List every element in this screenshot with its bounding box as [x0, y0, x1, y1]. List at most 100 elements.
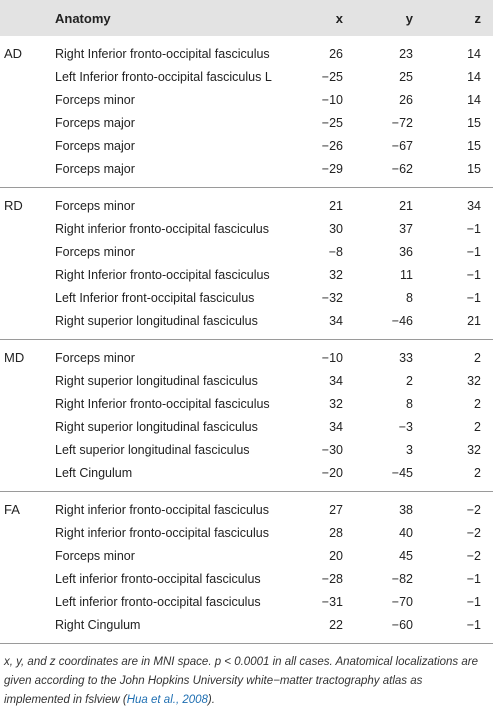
- table-row: RD Forceps minor 21 21 34: [0, 188, 493, 218]
- table-row: Right superior longitudinal fasciculus 34…: [0, 369, 493, 392]
- anatomy-cell: Left inferior fronto-occipital fasciculu…: [55, 594, 261, 609]
- z-cell: 15: [467, 138, 481, 153]
- x-cell: 28: [329, 525, 343, 540]
- group-label: [0, 286, 45, 309]
- anatomy-cell: Forceps major: [55, 138, 135, 153]
- group-label: [0, 263, 45, 286]
- y-cell: −45: [391, 465, 413, 480]
- group-label: [0, 240, 45, 263]
- anatomy-cell: Forceps minor: [55, 548, 135, 563]
- y-cell: 36: [399, 244, 413, 259]
- anatomy-cell: Right Inferior fronto-occipital fascicul…: [55, 267, 270, 282]
- x-cell: 20: [329, 548, 343, 563]
- anatomy-cell: Forceps minor: [55, 92, 135, 107]
- y-cell: 8: [406, 290, 413, 305]
- z-cell: −1: [466, 244, 481, 259]
- group-label: [0, 157, 45, 188]
- anatomy-cell: Forceps major: [55, 161, 135, 176]
- x-cell: −32: [321, 290, 343, 305]
- z-cell: −1: [466, 617, 481, 632]
- footnote-text-end: ).: [207, 694, 215, 706]
- group-block-ad: AD Right Inferior fronto-occipital fascic…: [0, 36, 493, 188]
- x-cell: 27: [329, 502, 343, 517]
- z-cell: 32: [467, 442, 481, 457]
- group-label: [0, 461, 45, 492]
- group-label: [0, 590, 45, 613]
- group-label: [0, 544, 45, 567]
- anatomy-cell: Right inferior fronto-occipital fascicul…: [55, 502, 269, 517]
- footnote-text: x, y, and z coordinates are in MNI space…: [4, 656, 478, 706]
- z-cell: 15: [467, 115, 481, 130]
- table-row: Left inferior fronto-occipital fasciculu…: [0, 590, 493, 613]
- x-cell: 34: [329, 373, 343, 388]
- y-cell: −72: [391, 115, 413, 130]
- table-row: Right Inferior fronto-occipital fascicul…: [0, 392, 493, 415]
- x-cell: 34: [329, 313, 343, 328]
- y-cell: 8: [406, 396, 413, 411]
- x-cell: 21: [329, 198, 343, 213]
- group-label: [0, 134, 45, 157]
- x-cell: −10: [321, 350, 343, 365]
- table-row: FA Right inferior fronto-occipital fascic…: [0, 492, 493, 522]
- group-block-md: MD Forceps minor −10 33 2 Right superior long…: [0, 340, 493, 492]
- y-cell: −46: [391, 313, 413, 328]
- anatomy-cell: Right Cingulum: [55, 617, 141, 632]
- y-cell: 11: [400, 267, 413, 282]
- footnote-citation-link[interactable]: Hua et al., 2008: [126, 694, 208, 706]
- z-cell: −2: [466, 548, 481, 563]
- z-cell: −1: [466, 290, 481, 305]
- table-row: Forceps minor −10 26 14: [0, 88, 493, 111]
- anatomy-cell: Left superior longitudinal fasciculus: [55, 442, 250, 457]
- anatomy-cell: Right superior longitudinal fasciculus: [55, 419, 258, 434]
- x-cell: 22: [329, 617, 343, 632]
- x-cell: 32: [329, 267, 343, 282]
- y-cell: 38: [399, 502, 413, 517]
- x-cell: −28: [321, 571, 343, 586]
- header-z: z: [426, 0, 493, 36]
- z-cell: 2: [474, 396, 481, 411]
- group-label: [0, 613, 45, 644]
- x-cell: −26: [321, 138, 343, 153]
- anatomy-cell: Right Inferior fronto-occipital fascicul…: [55, 396, 270, 411]
- x-cell: −31: [321, 594, 343, 609]
- x-cell: −29: [321, 161, 343, 176]
- table-row: Forceps minor −8 36 −1: [0, 240, 493, 263]
- z-cell: −1: [466, 571, 481, 586]
- table-row: Left Cingulum −20 −45 2: [0, 461, 493, 492]
- group-label: [0, 415, 45, 438]
- x-cell: −10: [321, 92, 343, 107]
- y-cell: 40: [399, 525, 413, 540]
- table-row: Right Inferior fronto-occipital fascicul…: [0, 263, 493, 286]
- x-cell: 30: [329, 221, 343, 236]
- x-cell: 32: [329, 396, 343, 411]
- anatomy-cell: Left Inferior front-occipital fasciculus: [55, 290, 255, 305]
- z-cell: −2: [466, 525, 481, 540]
- y-cell: −3: [398, 419, 413, 434]
- z-cell: 32: [467, 373, 481, 388]
- header-group: [0, 0, 45, 36]
- z-cell: −1: [466, 267, 481, 282]
- x-cell: 34: [329, 419, 343, 434]
- anatomy-cell: Forceps minor: [55, 350, 135, 365]
- y-cell: 21: [399, 198, 413, 213]
- group-block-rd: RD Forceps minor 21 21 34 Right inferior fron…: [0, 188, 493, 340]
- x-cell: −20: [321, 465, 343, 480]
- group-label: [0, 369, 45, 392]
- table-row: Left inferior fronto-occipital fasciculu…: [0, 567, 493, 590]
- table-row: Left Inferior fronto-occipital fasciculu…: [0, 65, 493, 88]
- table-row: Forceps minor 20 45 −2: [0, 544, 493, 567]
- table-row: Forceps major −26 −67 15: [0, 134, 493, 157]
- anatomy-cell: Right inferior fronto-occipital fascicul…: [55, 525, 269, 540]
- table-row: AD Right Inferior fronto-occipital fascic…: [0, 36, 493, 65]
- group-label: AD: [4, 46, 23, 61]
- table-row: Left Inferior front-occipital fasciculus…: [0, 286, 493, 309]
- table-row: Forceps major −25 −72 15: [0, 111, 493, 134]
- z-cell: 14: [467, 92, 481, 107]
- anatomy-cell: Left inferior fronto-occipital fasciculu…: [55, 571, 261, 586]
- anatomy-cell: Left Cingulum: [55, 465, 133, 480]
- anatomy-cell: Right superior longitudinal fasciculus: [55, 313, 258, 328]
- z-cell: 15: [467, 161, 481, 176]
- z-cell: −1: [466, 594, 481, 609]
- group-block-fa: FA Right inferior fronto-occipital fascic…: [0, 492, 493, 644]
